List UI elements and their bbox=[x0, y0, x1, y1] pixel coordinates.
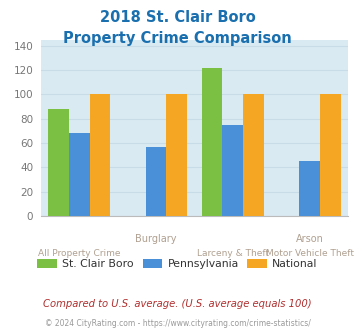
Text: Property Crime Comparison: Property Crime Comparison bbox=[63, 31, 292, 46]
Bar bbox=[299, 161, 320, 216]
Text: Arson: Arson bbox=[296, 234, 323, 244]
Bar bbox=[202, 68, 222, 216]
Text: 2018 St. Clair Boro: 2018 St. Clair Boro bbox=[100, 10, 255, 25]
Bar bbox=[146, 147, 166, 216]
Bar bbox=[243, 94, 264, 216]
Legend: St. Clair Boro, Pennsylvania, National: St. Clair Boro, Pennsylvania, National bbox=[33, 254, 322, 274]
Bar bbox=[222, 125, 243, 216]
Text: Compared to U.S. average. (U.S. average equals 100): Compared to U.S. average. (U.S. average … bbox=[43, 299, 312, 309]
Text: Larceny & Theft: Larceny & Theft bbox=[197, 249, 269, 258]
Bar bbox=[166, 94, 187, 216]
Text: Burglary: Burglary bbox=[135, 234, 177, 244]
Bar bbox=[89, 94, 110, 216]
Text: Motor Vehicle Theft: Motor Vehicle Theft bbox=[266, 249, 354, 258]
Bar bbox=[69, 133, 89, 216]
Bar bbox=[48, 109, 69, 216]
Bar bbox=[320, 94, 340, 216]
Text: © 2024 CityRating.com - https://www.cityrating.com/crime-statistics/: © 2024 CityRating.com - https://www.city… bbox=[45, 319, 310, 328]
Text: All Property Crime: All Property Crime bbox=[38, 249, 120, 258]
